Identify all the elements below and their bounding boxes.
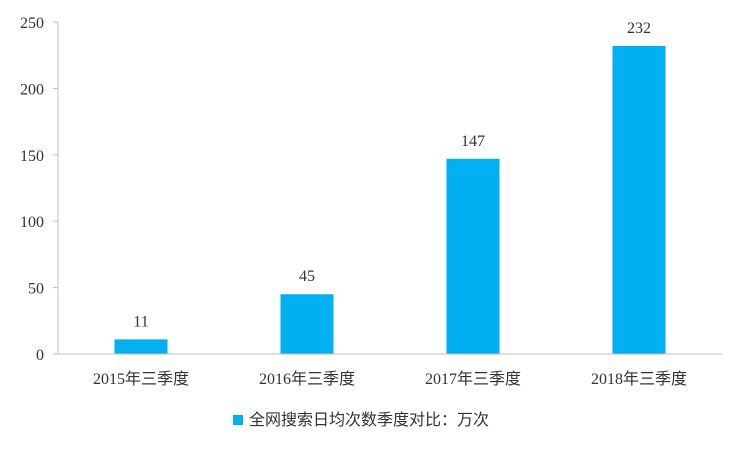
- x-tick-label: 2015年三季度: [93, 370, 189, 388]
- legend-swatch: [233, 415, 243, 425]
- bars: 11 45 147 232: [114, 20, 666, 355]
- bar: [280, 294, 334, 354]
- y-tick-label: 250: [20, 15, 44, 32]
- bar: [446, 158, 500, 354]
- y-tick-label: 150: [20, 148, 44, 165]
- x-tick-label: 2016年三季度: [259, 370, 355, 388]
- data-label: 45: [299, 268, 315, 285]
- data-label: 147: [461, 133, 485, 150]
- y-tick-label: 100: [20, 214, 44, 231]
- y-tick-label: 200: [20, 81, 44, 98]
- legend-label: 全网搜索日均次数季度对比：万次: [249, 410, 489, 429]
- bar: [612, 45, 666, 355]
- data-label: 232: [627, 20, 651, 37]
- y-axis: 0 50 100 150 200 250: [20, 15, 59, 364]
- y-tick-label: 50: [28, 281, 44, 298]
- legend: 全网搜索日均次数季度对比：万次: [233, 410, 489, 429]
- bar: [114, 339, 168, 354]
- x-tick-label: 2017年三季度: [425, 370, 521, 388]
- x-tick-label: 2018年三季度: [591, 370, 687, 388]
- x-axis: 2015年三季度 2016年三季度 2017年三季度 2018年三季度: [58, 353, 722, 388]
- data-label: 11: [133, 313, 148, 330]
- y-tick-label: 0: [36, 347, 44, 364]
